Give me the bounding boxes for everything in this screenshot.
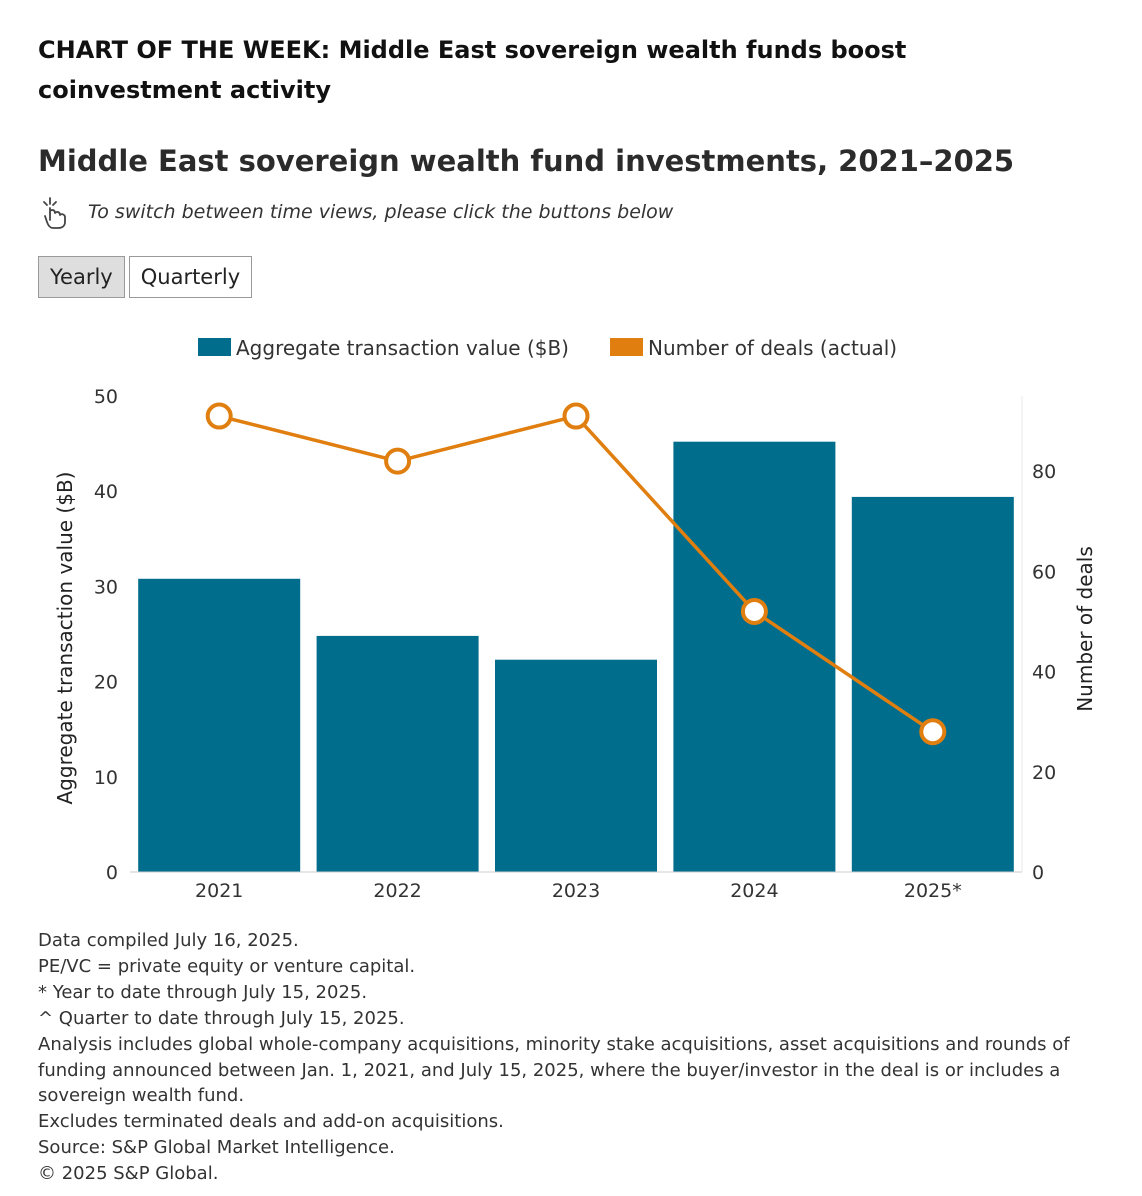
x-tick-label: 2024 [730,880,778,902]
note-pevc: PE/VC = private equity or venture capita… [38,955,416,977]
chart-title: Middle East sovereign wealth fund invest… [38,144,1015,178]
deals-point [384,447,412,475]
deals-point [205,402,233,430]
y-tick-label: 30 [94,576,118,598]
legend-label-bar: Aggregate transaction value ($B) [236,336,569,360]
note-analysis: Analysis includes global whole-company a… [38,1033,1070,1107]
y2-tick-label: 0 [1032,862,1044,884]
y2-tick-label: 60 [1032,561,1056,583]
x-tick-label: 2025* [904,880,962,902]
y-tick-label: 0 [106,862,118,884]
bar [851,496,1014,872]
note-qtd: ^ Quarter to date through July 15, 2025. [38,1007,405,1029]
x-tick-label: 2021 [195,880,243,902]
deals-point [919,718,947,746]
y-tick-label: 50 [94,386,118,408]
quarterly-button[interactable]: Quarterly [128,256,253,298]
bar [495,659,657,872]
y-tick-label: 40 [94,481,118,503]
legend-swatch-line [610,338,643,356]
instruction: To switch between time views, please cli… [38,194,673,230]
note-source: Source: S&P Global Market Intelligence. [38,1137,395,1159]
y2-tick-label: 20 [1032,762,1056,784]
headline: CHART OF THE WEEK: Middle East sovereign… [38,36,907,104]
bar [316,635,479,872]
y2-tick-label: 40 [1032,662,1056,684]
deals-point [562,402,590,430]
footnotes: Data compiled July 16, 2025. PE/VC = pri… [38,928,1118,1187]
instruction-text: To switch between time views, please cli… [88,201,674,223]
y-tick-label: 20 [94,672,118,694]
x-tick-label: 2023 [552,880,600,902]
deals-point [740,597,768,625]
y-tick-label: 10 [94,767,118,789]
chart: Aggregate transaction value ($B) Number o… [53,336,1097,902]
bar [138,578,301,872]
note-excludes: Excludes terminated deals and add-on acq… [38,1111,504,1133]
note-compiled: Data compiled July 16, 2025. [38,930,299,951]
legend-swatch-bar [198,338,231,356]
bar [673,441,836,872]
yearly-button[interactable]: Yearly [38,256,125,298]
y-axis-title: Aggregate transaction value ($B) [53,472,77,805]
y2-tick-label: 80 [1032,461,1056,483]
time-view-toggle: Yearly Quarterly [38,256,253,298]
note-copyright: © 2025 S&P Global. [38,1163,219,1185]
pointing-hand-icon [43,197,66,229]
x-tick-label: 2022 [373,880,421,902]
y2-axis-title: Number of deals [1073,546,1097,712]
note-ytd: * Year to date through July 15, 2025. [38,981,368,1003]
legend-label-line: Number of deals (actual) [648,336,897,360]
